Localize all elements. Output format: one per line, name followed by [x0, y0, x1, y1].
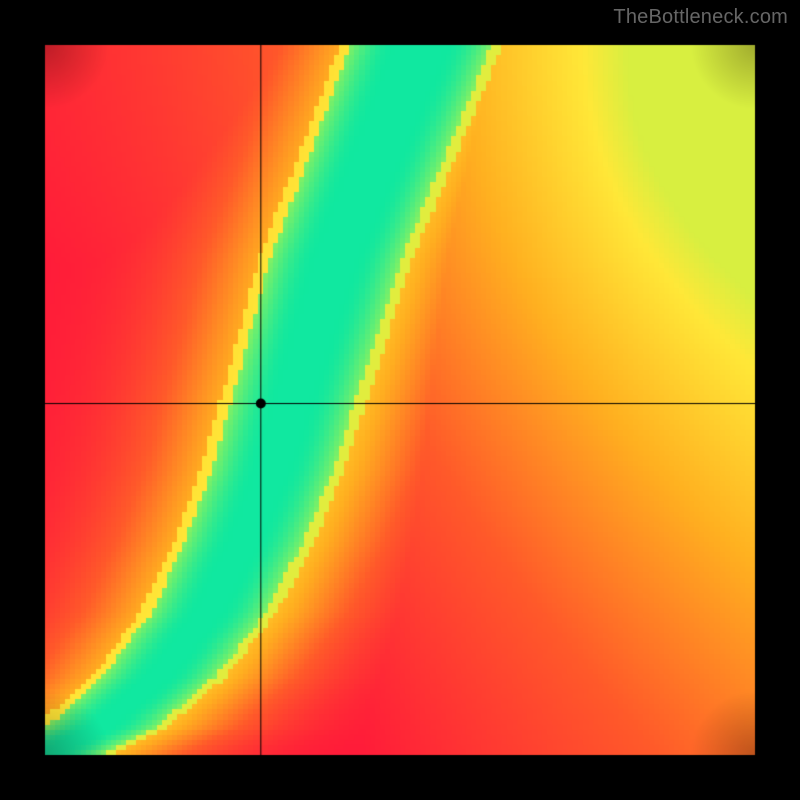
watermark-text: TheBottleneck.com [613, 6, 788, 29]
chart-container: TheBottleneck.com [0, 0, 800, 800]
heatmap-canvas [0, 0, 800, 800]
